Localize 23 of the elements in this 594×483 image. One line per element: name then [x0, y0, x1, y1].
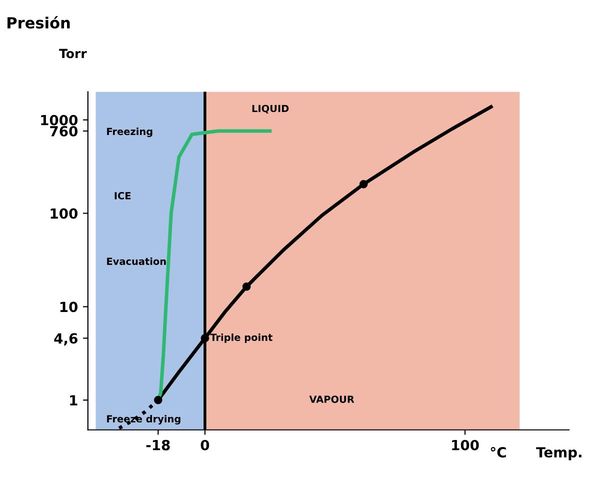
text: Torr [59, 48, 87, 58]
y-tick-label: 1000 [41, 114, 78, 126]
annotation: Triple point [210, 333, 272, 343]
point [200, 334, 210, 342]
annotation: VAPOUR [309, 396, 354, 403]
x-axis-title: Temp. [536, 447, 582, 460]
text: °C [490, 446, 506, 458]
annotation: Evacuation [107, 257, 166, 265]
point [242, 282, 251, 291]
y-tick-label: 760 [50, 126, 78, 136]
y-tick-label: 100 [50, 208, 78, 219]
y-tick-label: 4,6 [54, 333, 78, 346]
y-tick-label: 10 [60, 302, 78, 312]
annotation: Freezing [107, 128, 152, 138]
annotation: ICE [114, 192, 131, 200]
point [154, 396, 162, 404]
point [359, 180, 368, 188]
annotation: LIQUID [252, 104, 289, 114]
x-tick-label: -18 [146, 440, 170, 450]
text: Presión [8, 16, 70, 29]
y-tick-label: 1 [70, 395, 78, 406]
x-tick-label: 0 [200, 440, 210, 450]
x-tick-label: 100 [452, 440, 479, 450]
